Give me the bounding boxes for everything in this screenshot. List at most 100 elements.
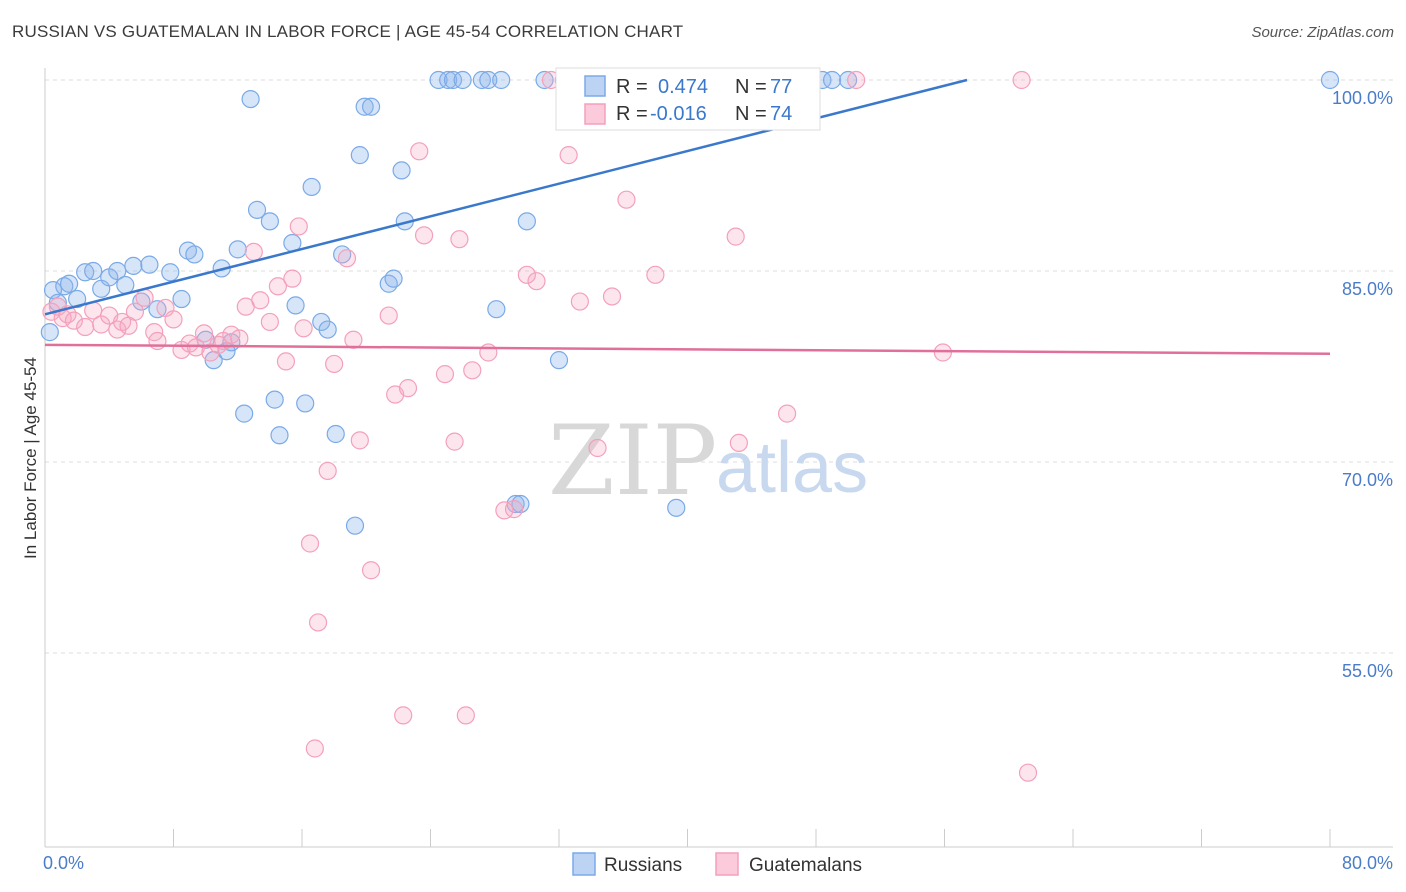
russians-point-35 — [302, 177, 321, 197]
y-tick-label-0: 100.0% — [1332, 88, 1393, 108]
bottom-legend-swatch-guatemalans — [715, 852, 739, 876]
guatemalans-point-38 — [308, 613, 328, 632]
russians-point-74 — [822, 70, 842, 90]
russians-point-43 — [361, 97, 381, 116]
legend-r-label-2: R = — [616, 103, 648, 125]
russians-point-40 — [345, 516, 365, 535]
guatemalans-point-12 — [125, 302, 145, 321]
chart-source: Source: ZipAtlas.com — [1251, 24, 1394, 41]
y-axis-label: In Labor Force | Age 45-54 — [21, 357, 40, 559]
legend-swatch-russians — [584, 75, 606, 97]
guatemalans-point-51 — [435, 365, 455, 384]
guatemalans-point-34 — [289, 217, 308, 236]
legend-n-label-2: N = — [735, 103, 767, 125]
guatemalans-point-42 — [344, 330, 363, 349]
russians-point-19 — [185, 245, 204, 264]
watermark-atlas: atlas — [716, 428, 868, 508]
russians-point-41 — [350, 146, 369, 165]
guatemalans-point-32 — [276, 352, 296, 371]
guatemalans-point-35 — [294, 319, 313, 338]
legend-r-label-1: R = — [616, 76, 648, 98]
legend-r-value-2: -0.016 — [650, 103, 707, 125]
guatemalans-point-59 — [517, 265, 536, 284]
watermark-zip: ZIP — [548, 405, 717, 517]
guatemalans-point-66 — [617, 190, 636, 209]
russians-point-58 — [517, 212, 536, 231]
russians-point-17 — [172, 289, 191, 309]
guatemalans-point-63 — [570, 292, 589, 311]
russians-point-34 — [296, 394, 315, 413]
russians-point-44 — [379, 274, 398, 293]
guatemalans-point-43 — [350, 431, 369, 450]
russians-point-31 — [270, 426, 289, 445]
russians-point-46 — [392, 161, 411, 180]
guatemalans-point-70 — [726, 227, 745, 246]
guatemalans-point-37 — [305, 739, 324, 758]
x-tick-label-min: 0.0% — [43, 853, 84, 873]
russians-point-7 — [84, 261, 103, 281]
guatemalans-point-72 — [777, 404, 797, 423]
russians-point-14 — [140, 255, 159, 274]
guatemalans-point-15 — [148, 331, 167, 351]
russians-point-55 — [492, 70, 511, 90]
legend-n-value-2: 74 — [770, 103, 792, 125]
chart-title: RUSSIAN VS GUATEMALAN IN LABOR FORCE | A… — [12, 22, 684, 41]
russians-point-3 — [55, 277, 74, 296]
guatemalans-point-13 — [135, 288, 154, 307]
bottom-legend: Russians Guatemalans — [572, 852, 862, 876]
guatemalans-point-55 — [463, 361, 482, 380]
russians-point-51 — [453, 70, 472, 90]
bottom-legend-swatch-russians — [572, 852, 596, 876]
guatemalans-trend-line — [44, 343, 1331, 356]
russians-point-26 — [235, 404, 254, 423]
axes — [44, 68, 1393, 848]
russians-point-53 — [479, 70, 498, 90]
russians-point-59 — [535, 70, 554, 90]
russians-point-25 — [228, 240, 247, 259]
guatemalans-point-17 — [164, 310, 183, 329]
guatemalans-point-29 — [251, 291, 270, 310]
russians-point-54 — [487, 300, 506, 319]
guatemalans-point-33 — [283, 269, 302, 288]
russians-point-76 — [1320, 70, 1340, 90]
russians-point-10 — [108, 261, 127, 281]
x-tick-label-max: 80.0% — [1342, 853, 1393, 873]
y-tick-label-2: 70.0% — [1342, 470, 1393, 490]
russians-point-12 — [124, 256, 143, 276]
guatemalans-point-44 — [361, 561, 381, 580]
guatemalans-point-4 — [64, 311, 84, 330]
russians-point-52 — [472, 70, 491, 90]
y-tick-labels: 100.0% 85.0% 70.0% 55.0% — [1332, 88, 1393, 681]
guatemalans-point-60 — [527, 272, 546, 291]
russians-point-11 — [116, 275, 135, 295]
guatemalans-point-54 — [456, 706, 475, 725]
grid-lines — [45, 79, 1393, 654]
russians-point-29 — [260, 212, 279, 231]
russians-trend-line — [44, 78, 968, 316]
guatemalans-point-41 — [337, 249, 357, 268]
guatemalans-point-71 — [729, 433, 749, 452]
russians-point-38 — [326, 424, 345, 444]
legend-n-label-1: N = — [735, 76, 767, 98]
guatemalans-point-58 — [504, 500, 524, 519]
guatemalans-point-49 — [410, 142, 429, 161]
guatemalans-point-30 — [260, 312, 279, 332]
guatemalans-point-45 — [379, 306, 398, 325]
russians-point-0 — [40, 323, 59, 342]
russians-point-30 — [265, 390, 284, 409]
guatemalans-points — [42, 70, 1038, 782]
russians-point-28 — [247, 200, 267, 219]
guatemalans-point-73 — [847, 70, 866, 90]
guatemalans-point-75 — [1012, 70, 1031, 90]
russians-point-45 — [384, 269, 403, 288]
bottom-legend-russians: Russians — [604, 855, 682, 876]
guatemalans-point-65 — [602, 287, 622, 306]
guatemalans-point-47 — [394, 706, 413, 725]
russians-point-50 — [443, 70, 463, 90]
guatemalans-point-50 — [414, 226, 434, 245]
russians-point-37 — [318, 320, 337, 339]
guatemalans-point-20 — [186, 338, 206, 357]
guatemalans-point-28 — [244, 242, 263, 261]
guatemalans-point-52 — [445, 432, 464, 451]
